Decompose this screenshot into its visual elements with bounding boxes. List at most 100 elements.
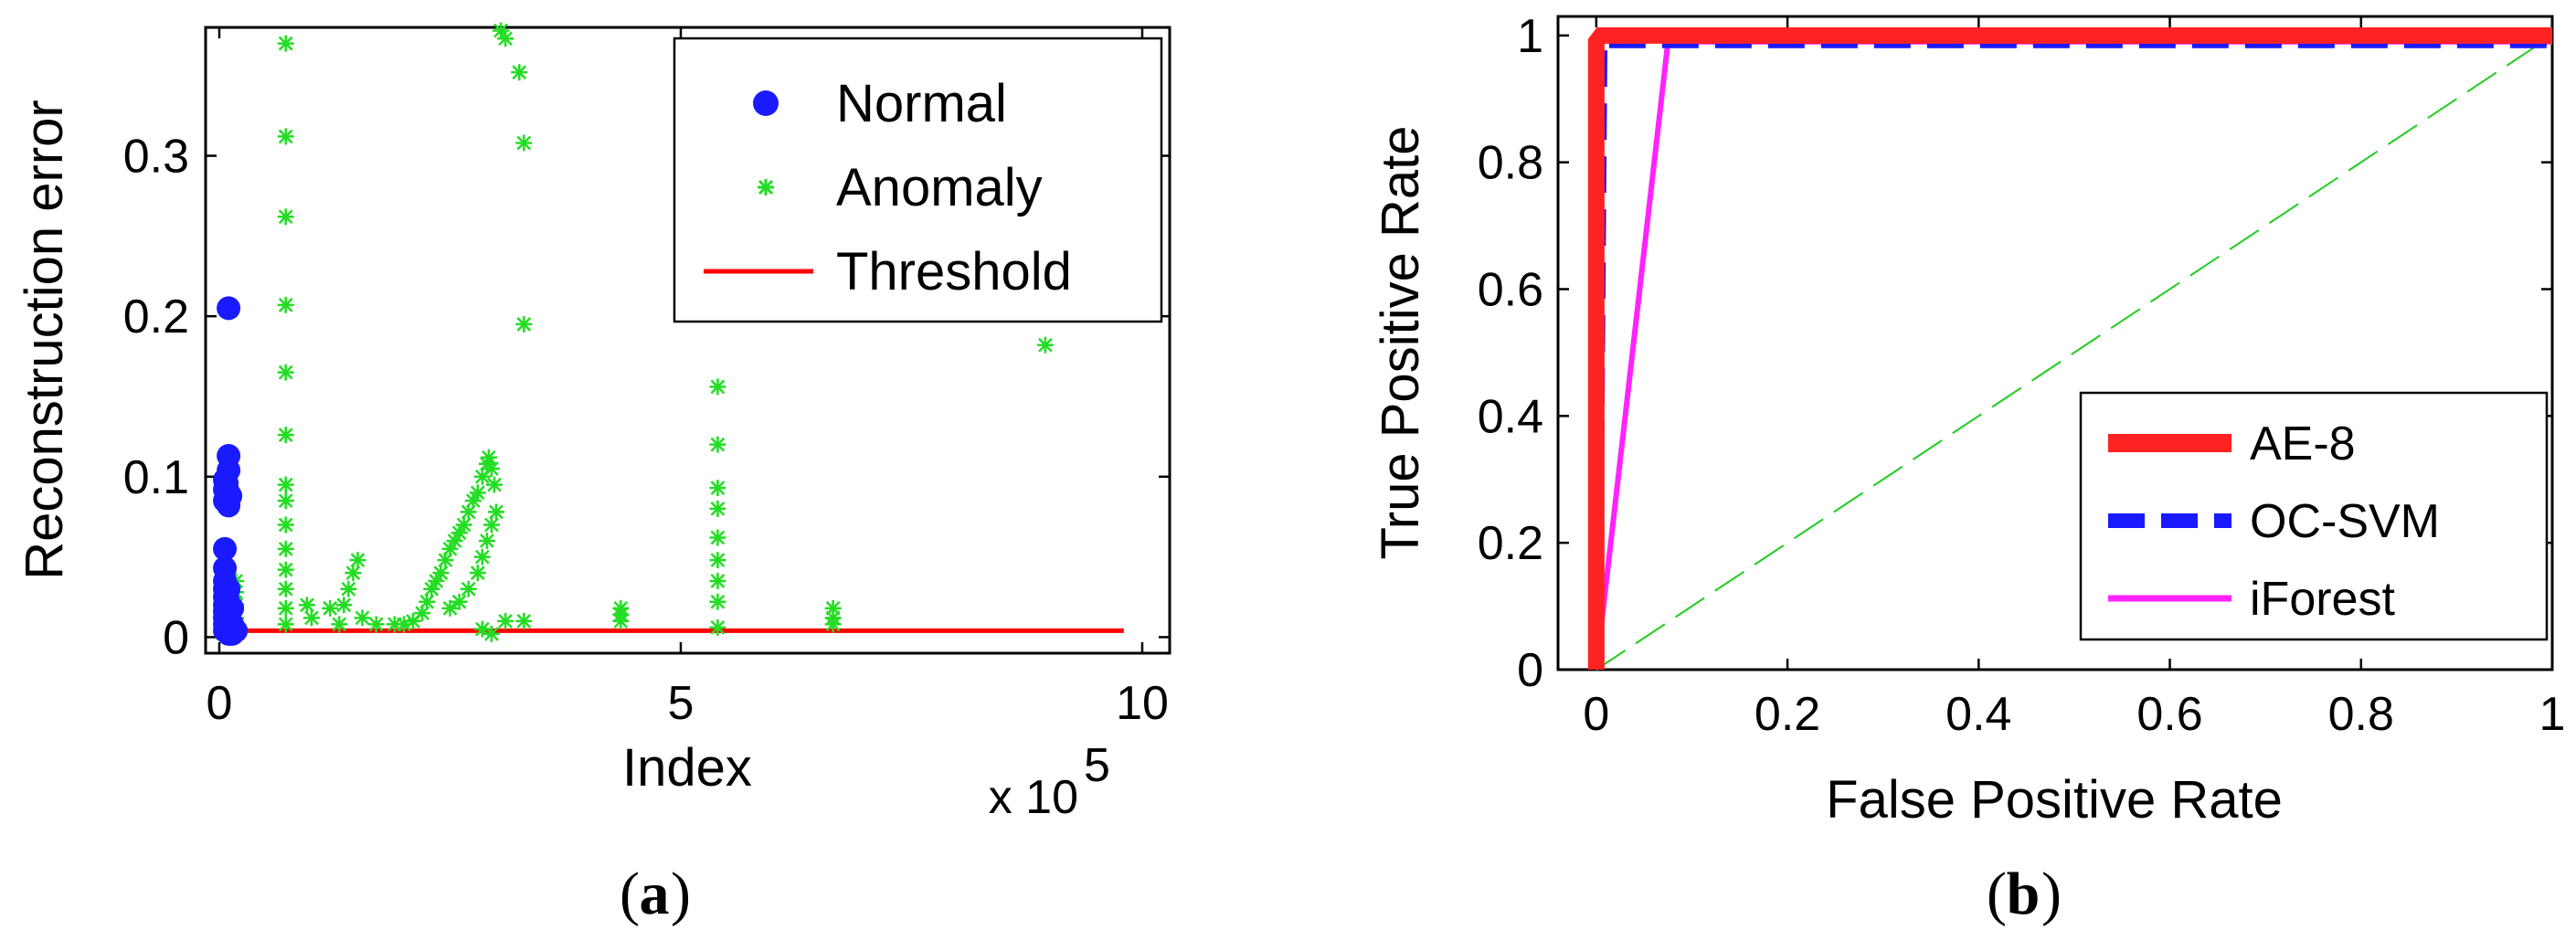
legend-b: AE-8 OC-SVM iForest: [2079, 391, 2549, 641]
normal-point: [224, 618, 249, 643]
anomaly-point: [511, 64, 528, 81]
panel-label-a-close: ): [671, 861, 691, 927]
anomaly-point: [478, 533, 495, 550]
anomaly-point: [277, 616, 294, 633]
anomaly-point: [277, 364, 294, 381]
anomaly-point: [277, 492, 294, 510]
anomaly-point: [277, 427, 294, 444]
x-tick-label-a: 0: [207, 677, 233, 730]
y-axis-label-b: True Positive Rate: [1371, 126, 1430, 560]
anomaly-point: [488, 503, 504, 521]
legend-label-ae8: AE-8: [2250, 417, 2356, 470]
anomaly-point: [277, 35, 294, 52]
anomaly-point: [432, 565, 450, 582]
anomaly-point: [469, 484, 486, 502]
x-multiplier-exponent-a: 5: [1084, 739, 1110, 792]
legend-box-a: [673, 37, 1163, 323]
anomaly-point: [303, 609, 320, 627]
anomaly-point: [515, 315, 533, 333]
y-tick-label-b: 1: [1517, 10, 1543, 63]
anomaly-point: [331, 616, 348, 633]
anomaly-point: [277, 516, 294, 534]
anomaly-point: [485, 476, 503, 493]
anomaly-point: [497, 612, 514, 629]
legend-label-normal: Normal: [836, 74, 1007, 133]
anomaly-point: [451, 593, 468, 610]
anomaly-point: [824, 616, 842, 633]
anomaly-point: [469, 565, 486, 582]
anomaly-point: [709, 480, 726, 497]
anomaly-point: [396, 616, 412, 633]
legend-label-iforest: iForest: [2250, 573, 2395, 626]
y-tick-label-a: 0.3: [123, 131, 189, 184]
anomaly-point: [482, 625, 500, 642]
x-axis-label-a: Index: [622, 738, 752, 798]
anomaly-point: [298, 597, 315, 614]
anomaly-point: [709, 552, 726, 569]
roc-curve-random: [1595, 34, 2553, 671]
anomaly-point: [441, 599, 459, 617]
anomaly-point: [709, 572, 726, 589]
anomaly-point: [335, 597, 353, 614]
panel-label-a-letter: a: [640, 861, 670, 927]
anomaly-point: [340, 580, 357, 597]
anomaly-point: [277, 128, 294, 145]
anomaly-point: [515, 134, 533, 152]
anomaly-point: [277, 296, 294, 313]
anomaly-point: [419, 593, 436, 610]
y-tick-label-a: 0: [163, 611, 189, 664]
anomaly-point: [473, 548, 491, 565]
data-group-b: [1587, 26, 2553, 671]
y-tick-label-b: 0.8: [1478, 137, 1543, 190]
tick-group-a: 0 5 10 0 0.1 0.2 0.3: [123, 27, 1170, 730]
normal-point: [213, 536, 238, 561]
anomaly-point: [367, 616, 385, 633]
legend-label-threshold: Threshold: [836, 242, 1072, 301]
anomaly-point: [354, 609, 371, 627]
anomaly-point: [709, 378, 726, 396]
legend-label-ocsvm: OC-SVM: [2250, 495, 2440, 548]
panel-b: 0 0.2 0.4 0.6 0.8 1 0 0.2 0.4 0.6 0.8 1 False Posit…: [1371, 10, 2565, 927]
x-tick-label-a: 5: [668, 677, 694, 730]
y-tick-label-b: 0.4: [1478, 390, 1543, 443]
anomaly-point: [482, 460, 500, 478]
anomaly-point: [709, 500, 726, 517]
panel-label-b-close: ): [2041, 861, 2062, 927]
y-tick-label-b: 0.2: [1478, 517, 1543, 570]
anomaly-point: [277, 580, 294, 597]
anomaly-point: [497, 30, 514, 48]
legend-marker-normal: [753, 90, 779, 116]
anomaly-point: [473, 468, 491, 485]
legend-a: Normal Anomaly Threshold: [673, 37, 1163, 323]
x-axis-label-b: False Positive Rate: [1826, 770, 2283, 829]
normal-point: [217, 493, 241, 518]
x-tick-label-b: 0.8: [2328, 688, 2394, 741]
anomaly-point: [277, 476, 294, 493]
x-tick-label-b: 0.4: [1945, 688, 2011, 741]
anomaly-point: [277, 208, 294, 226]
x-multiplier-a: x 10: [989, 771, 1078, 824]
anomaly-point: [322, 599, 339, 617]
y-tick-label-a: 0.1: [123, 451, 189, 504]
x-tick-label-b: 1: [2539, 688, 2566, 741]
anomaly-point: [709, 436, 726, 453]
anomaly-point: [1036, 336, 1054, 354]
anomaly-point: [277, 599, 294, 617]
x-tick-label-a: 10: [1116, 677, 1169, 730]
y-tick-label-b: 0.6: [1478, 263, 1543, 316]
anomaly-point: [460, 580, 477, 597]
legend-label-anomaly: Anomaly: [836, 158, 1043, 217]
y-axis-label-a: Reconstruction error: [15, 100, 74, 579]
anomaly-point: [709, 593, 726, 610]
panel-label-b-letter: b: [2007, 861, 2041, 927]
tick-group-b: 0 0.2 0.4 0.6 0.8 1 0 0.2 0.4 0.6 0.8 1: [1478, 10, 2566, 741]
panel-label-b-open: (: [1987, 861, 2007, 927]
data-group-a: [213, 22, 1124, 646]
anomaly-point: [277, 561, 294, 578]
y-tick-label-b: 0: [1517, 644, 1543, 697]
anomaly-point: [349, 552, 366, 569]
anomaly-point: [455, 516, 472, 534]
anomaly-point: [277, 540, 294, 557]
